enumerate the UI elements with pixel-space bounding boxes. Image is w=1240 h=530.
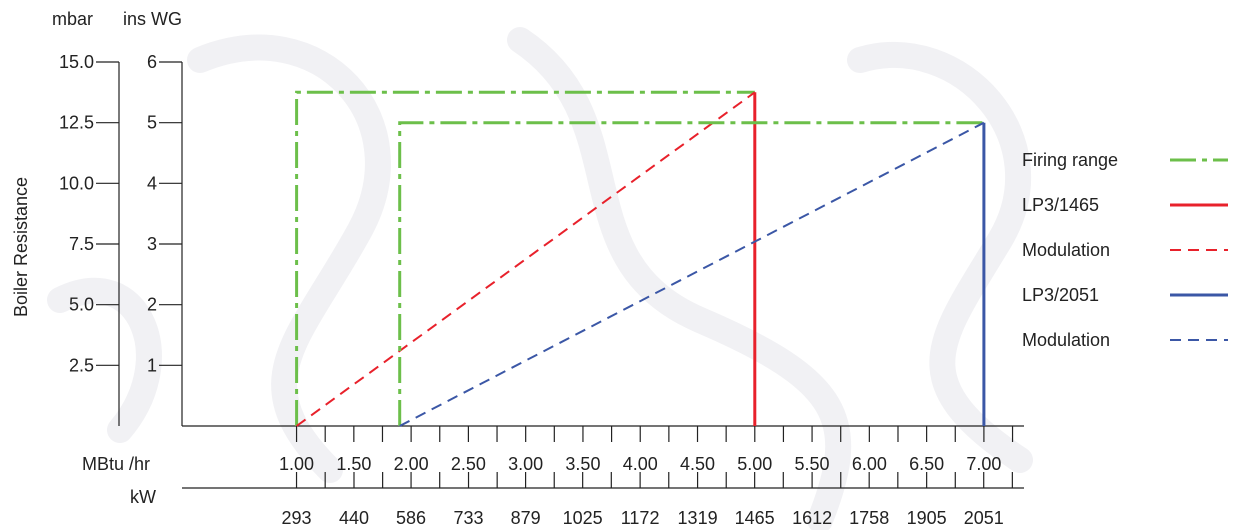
series-modulation-red xyxy=(296,91,756,427)
y-mbar-tick-label: 2.5 xyxy=(69,355,94,375)
x-kw-tick-label: 1172 xyxy=(621,508,660,528)
y-mbar-tick-label: 5.0 xyxy=(69,295,94,315)
x-kw-tick-label: 1758 xyxy=(849,508,889,528)
y-inswg-tick-label: 5 xyxy=(147,113,157,133)
x-kw-tick-label: 733 xyxy=(453,508,483,528)
y-mbar-tick-label: 15.0 xyxy=(59,52,94,72)
y-inswg-tick-label: 6 xyxy=(147,52,157,72)
x-mbtu-tick-label: 7.00 xyxy=(966,454,1001,474)
y-mbar-tick-label: 12.5 xyxy=(59,113,94,133)
background-watermark xyxy=(47,27,1033,530)
y-inswg-tick-label: 1 xyxy=(147,355,157,375)
inswg-unit-label: ins WG xyxy=(123,9,182,29)
legend-label-firing-range: Firing range xyxy=(1022,150,1118,170)
x-mbtu-tick-label: 6.50 xyxy=(909,454,944,474)
x-kw-tick-label: 1319 xyxy=(678,508,718,528)
legend-label-lp3-2051: LP3/2051 xyxy=(1022,285,1099,305)
legend-label-modulation: Modulation xyxy=(1022,330,1110,350)
x-kw-tick-label: 1025 xyxy=(563,508,603,528)
x-kw-tick-label: 440 xyxy=(339,508,369,528)
plot-area xyxy=(295,90,986,427)
mbtu-unit-label: MBtu /hr xyxy=(82,454,150,474)
legend-label-lp3-1465: LP3/1465 xyxy=(1022,195,1099,215)
x-kw-tick-label: 879 xyxy=(511,508,541,528)
x-mbtu-tick-label: 2.50 xyxy=(451,454,486,474)
x-mbtu-tick-label: 1.00 xyxy=(279,454,314,474)
x-kw-tick-label: 586 xyxy=(396,508,426,528)
series-firing-range-firing xyxy=(398,121,984,426)
y-mbar-tick-label: 7.5 xyxy=(69,234,94,254)
x-kw-tick-label: 2051 xyxy=(964,508,1004,528)
legend: Firing range LP3/1465 Modulation LP3/2051 Mo… xyxy=(1022,150,1228,350)
kw-unit-label: kW xyxy=(130,487,156,507)
x-mbtu-tick-label: 2.00 xyxy=(394,454,429,474)
x-mbtu-tick-label: 1.50 xyxy=(336,454,371,474)
axis-ticks: 15.0 12.5 10.0 7.5 5.0 2.5 6 5 4 3 2 1 1.00 1.50 2.00 2… xyxy=(59,52,1014,528)
y-axis-title: Boiler Resistance xyxy=(11,177,31,317)
x-mbtu-tick-label: 3.00 xyxy=(508,454,543,474)
y-inswg-tick-label: 4 xyxy=(147,173,157,193)
x-mbtu-tick-label: 5.50 xyxy=(795,454,830,474)
series-modulation-blue xyxy=(399,121,985,427)
x-kw-tick-label: 1612 xyxy=(792,508,832,528)
x-kw-tick-label: 293 xyxy=(282,508,312,528)
y-mbar-tick-label: 10.0 xyxy=(59,173,94,193)
legend-label-modulation: Modulation xyxy=(1022,240,1110,260)
x-mbtu-tick-label: 5.00 xyxy=(737,454,772,474)
x-mbtu-tick-label: 3.50 xyxy=(565,454,600,474)
x-mbtu-tick-label: 4.00 xyxy=(623,454,658,474)
y-inswg-tick-label: 3 xyxy=(147,234,157,254)
y-inswg-tick-label: 2 xyxy=(147,295,157,315)
mbar-unit-label: mbar xyxy=(52,9,93,29)
x-mbtu-tick-label: 4.50 xyxy=(680,454,715,474)
series-firing-range-firing xyxy=(295,90,755,426)
x-mbtu-tick-label: 6.00 xyxy=(852,454,887,474)
x-kw-tick-label: 1465 xyxy=(735,508,775,528)
x-kw-tick-label: 1905 xyxy=(907,508,947,528)
